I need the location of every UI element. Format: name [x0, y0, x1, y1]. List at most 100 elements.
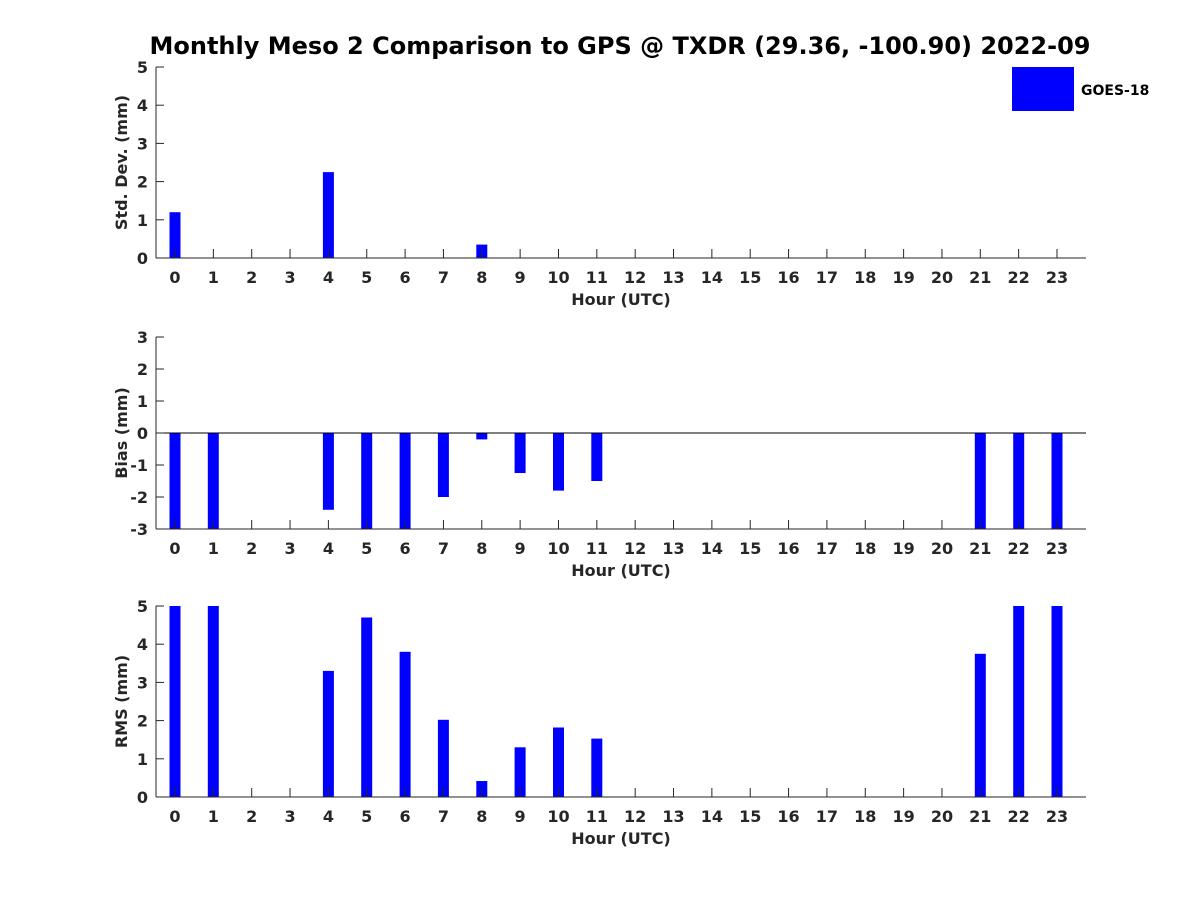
y-tick-label: 3 [137, 673, 148, 692]
bar-hour-1 [207, 433, 219, 529]
y-tick-label: 0 [137, 249, 148, 268]
x-tick-label: 11 [586, 539, 608, 558]
legend-swatch [1012, 67, 1074, 111]
x-tick-label: 8 [476, 539, 487, 558]
x-tick-label: 14 [701, 539, 723, 558]
x-tick-label: 0 [169, 807, 180, 826]
x-tick-label: 13 [662, 539, 684, 558]
x-tick-label: 23 [1046, 539, 1068, 558]
x-tick-label: 18 [854, 268, 876, 287]
x-tick-label: 17 [816, 807, 838, 826]
bar-hour-4 [322, 433, 334, 510]
bar-hour-11 [591, 738, 603, 797]
bar-hour-11 [591, 433, 603, 481]
y-axis-label: RMS (mm) [112, 655, 131, 748]
x-tick-label: 1 [208, 268, 219, 287]
x-tick-label: 5 [361, 539, 372, 558]
x-tick-label: 23 [1046, 268, 1068, 287]
x-tick-label: 7 [438, 268, 449, 287]
x-tick-label: 16 [777, 539, 799, 558]
y-tick-label: 5 [137, 597, 148, 616]
x-axis-label: Hour (UTC) [571, 290, 671, 309]
x-tick-label: 6 [400, 539, 411, 558]
x-tick-label: 7 [438, 807, 449, 826]
x-tick-label: 20 [931, 807, 953, 826]
bar-hour-7 [437, 433, 449, 497]
x-tick-label: 22 [1008, 807, 1030, 826]
x-tick-label: 14 [701, 268, 723, 287]
x-tick-label: 14 [701, 807, 723, 826]
y-tick-label: 4 [137, 96, 148, 115]
y-axis-label: Bias (mm) [112, 387, 131, 479]
bar-hour-23 [1051, 606, 1063, 797]
y-tick-label: 2 [137, 173, 148, 192]
x-tick-label: 11 [586, 268, 608, 287]
bar-hour-4 [322, 172, 334, 258]
x-tick-label: 5 [361, 807, 372, 826]
x-tick-label: 21 [969, 807, 991, 826]
x-tick-label: 0 [169, 539, 180, 558]
x-tick-label: 11 [586, 807, 608, 826]
x-tick-label: 17 [816, 539, 838, 558]
bar-hour-6 [399, 433, 411, 529]
x-tick-label: 17 [816, 268, 838, 287]
x-tick-label: 19 [892, 268, 914, 287]
bar-hour-0 [169, 433, 181, 529]
bar-hour-9 [514, 433, 526, 473]
bar-hour-5 [361, 433, 373, 529]
x-tick-label: 9 [515, 539, 526, 558]
x-tick-label: 4 [323, 807, 334, 826]
y-tick-label: 2 [137, 712, 148, 731]
x-tick-label: 15 [739, 807, 761, 826]
x-tick-label: 5 [361, 268, 372, 287]
x-tick-label: 6 [400, 807, 411, 826]
x-tick-label: 8 [476, 807, 487, 826]
x-tick-label: 13 [662, 807, 684, 826]
x-tick-label: 21 [969, 268, 991, 287]
bar-hour-1 [207, 606, 219, 797]
x-tick-label: 21 [969, 539, 991, 558]
y-axis-label: Std. Dev. (mm) [112, 95, 131, 230]
x-tick-label: 3 [284, 539, 295, 558]
y-tick-label: -3 [130, 520, 148, 539]
y-tick-label: 0 [137, 788, 148, 807]
y-tick-label: 3 [137, 328, 148, 347]
y-tick-label: 4 [137, 635, 148, 654]
x-axis-label: Hour (UTC) [571, 561, 671, 580]
x-tick-label: 2 [246, 268, 257, 287]
x-tick-label: 18 [854, 539, 876, 558]
y-tick-label: 2 [137, 360, 148, 379]
legend: GOES-18 [1012, 67, 1149, 111]
x-tick-label: 0 [169, 268, 180, 287]
bar-hour-10 [553, 433, 564, 491]
x-tick-label: 20 [931, 268, 953, 287]
bar-hour-22 [1013, 606, 1025, 797]
x-tick-label: 12 [624, 539, 646, 558]
bar-hour-8 [476, 433, 488, 440]
y-tick-label: 5 [137, 58, 148, 77]
x-tick-label: 16 [777, 807, 799, 826]
bar-hour-5 [361, 617, 373, 797]
x-tick-label: 9 [515, 268, 526, 287]
x-tick-label: 3 [284, 807, 295, 826]
bar-hour-0 [169, 212, 181, 258]
y-tick-label: 1 [137, 750, 148, 769]
bar-hour-22 [1013, 433, 1025, 529]
y-tick-label: -2 [130, 488, 148, 507]
x-tick-label: 22 [1008, 539, 1030, 558]
x-tick-label: 3 [284, 268, 295, 287]
x-tick-label: 4 [323, 539, 334, 558]
x-tick-label: 15 [739, 539, 761, 558]
bar-hour-10 [553, 727, 564, 797]
y-tick-label: 3 [137, 134, 148, 153]
x-tick-label: 10 [547, 807, 569, 826]
x-tick-label: 16 [777, 268, 799, 287]
x-tick-label: 7 [438, 539, 449, 558]
x-tick-label: 8 [476, 268, 487, 287]
chart-title: Monthly Meso 2 Comparison to GPS @ TXDR … [150, 32, 1091, 60]
x-tick-label: 2 [246, 807, 257, 826]
